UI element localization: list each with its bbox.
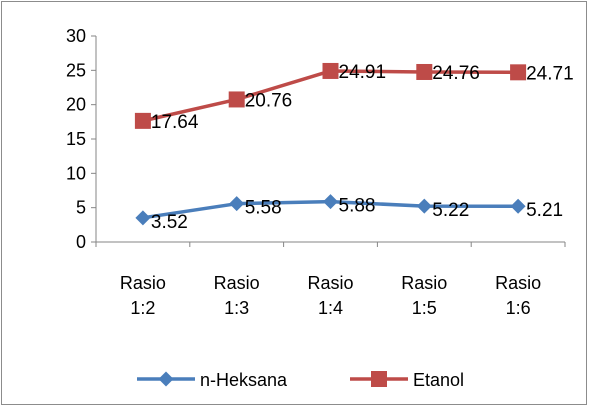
data-label: 5.21 [526,200,563,221]
x-category-label: 1:2 [130,298,155,318]
y-tick-label: 10 [66,163,86,183]
data-label: 5.22 [432,200,469,221]
x-category-label: Rasio [214,273,260,293]
data-point [135,210,151,226]
x-category-label: 1:5 [412,298,437,318]
x-category-label: Rasio [495,273,541,293]
x-category-label: 1:4 [318,298,343,318]
x-category-label: Rasio [401,273,447,293]
legend-label: Etanol [413,370,464,390]
data-label: 24.71 [526,63,574,84]
data-point [416,198,432,214]
x-category-label: Rasio [120,273,166,293]
y-tick-label: 15 [66,129,86,149]
y-tick-label: 25 [66,60,86,80]
data-point [229,196,245,212]
y-tick-label: 20 [66,95,86,115]
legend-marker [158,371,174,387]
legend-marker [371,371,387,387]
legend-label: n-Heksana [200,370,288,390]
data-label: 20.76 [245,90,293,111]
data-label: 3.52 [151,212,188,233]
y-tick-label: 30 [66,26,86,46]
data-point [323,194,338,210]
y-tick-label: 0 [76,232,86,252]
data-label: 5.58 [245,198,282,219]
data-label: 24.91 [339,62,387,83]
data-point [228,91,245,108]
data-point [510,198,526,214]
data-point [134,112,151,129]
data-label: 5.88 [339,196,376,217]
data-point [510,64,527,81]
x-category-label: 1:3 [224,298,249,318]
y-tick-label: 5 [76,198,86,218]
data-label: 17.64 [151,112,199,133]
data-point [322,62,339,79]
x-category-label: Rasio [307,273,353,293]
data-label: 24.76 [432,63,480,84]
data-point [416,63,433,80]
x-category-label: 1:6 [506,298,531,318]
